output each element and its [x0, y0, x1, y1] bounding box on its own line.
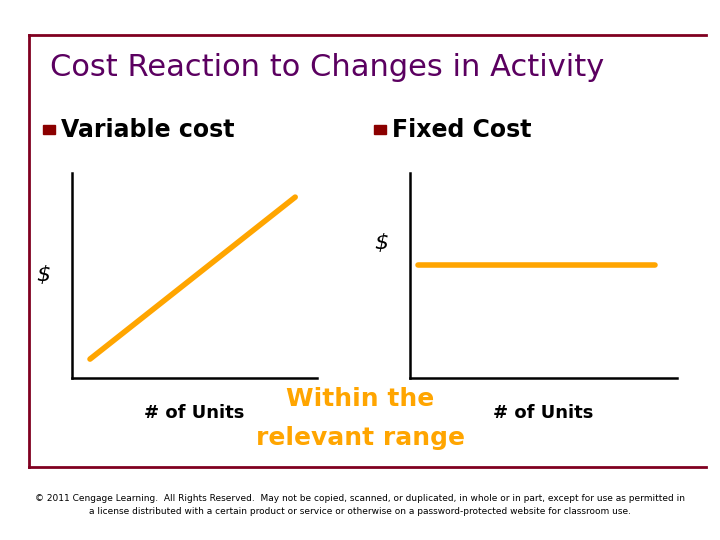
- Text: Cost Reaction to Changes in Activity: Cost Reaction to Changes in Activity: [50, 53, 605, 82]
- Text: # of Units: # of Units: [493, 404, 594, 422]
- Text: Variable cost: Variable cost: [61, 118, 235, 141]
- Bar: [43, 125, 55, 134]
- Text: Fixed Cost: Fixed Cost: [392, 118, 532, 141]
- Text: Within the
relevant range: Within the relevant range: [256, 387, 464, 450]
- Text: $: $: [374, 233, 389, 253]
- Bar: [374, 125, 386, 134]
- Text: $: $: [36, 265, 50, 286]
- Text: # of Units: # of Units: [144, 404, 245, 422]
- Text: © 2011 Cengage Learning.  All Rights Reserved.  May not be copied, scanned, or d: © 2011 Cengage Learning. All Rights Rese…: [35, 494, 685, 516]
